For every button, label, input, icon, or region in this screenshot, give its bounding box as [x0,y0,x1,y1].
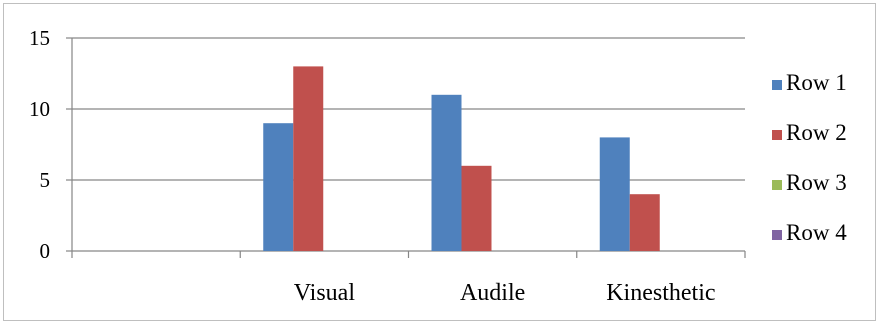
y-tick-label-1: 5 [40,168,51,192]
bar-2-3 [629,194,660,251]
x-tick-label-3: Kinesthetic [606,280,715,306]
y-tick-label-2: 10 [29,97,50,121]
legend-label-3: Row 3 [786,170,847,195]
axis-labels: 0 5 10 15 Visual Audile Kinesthetic [29,26,716,306]
x-tick-label-2: Audile [460,280,525,306]
legend-label-1: Row 1 [786,70,847,95]
bars [263,66,660,252]
legend-swatch-1 [772,80,782,90]
bar-1-1 [263,123,294,251]
legend-swatch-2 [772,130,782,140]
x-tick-label-1: Visual [294,280,356,306]
legend-swatch-3 [772,180,782,190]
bar-1-3 [599,137,630,251]
gridlines [72,37,745,181]
legend-label-2: Row 2 [786,120,847,145]
y-tick-label-0: 0 [40,239,51,263]
bar-2-2 [461,165,492,251]
bar-1-2 [431,94,462,251]
legend-swatch-4 [772,230,782,240]
legend-label-4: Row 4 [786,220,847,245]
bar-2-1 [293,66,324,252]
y-tick-label-3: 15 [29,26,50,50]
legend: Row 1 Row 2 Row 3 Row 4 [772,70,847,245]
